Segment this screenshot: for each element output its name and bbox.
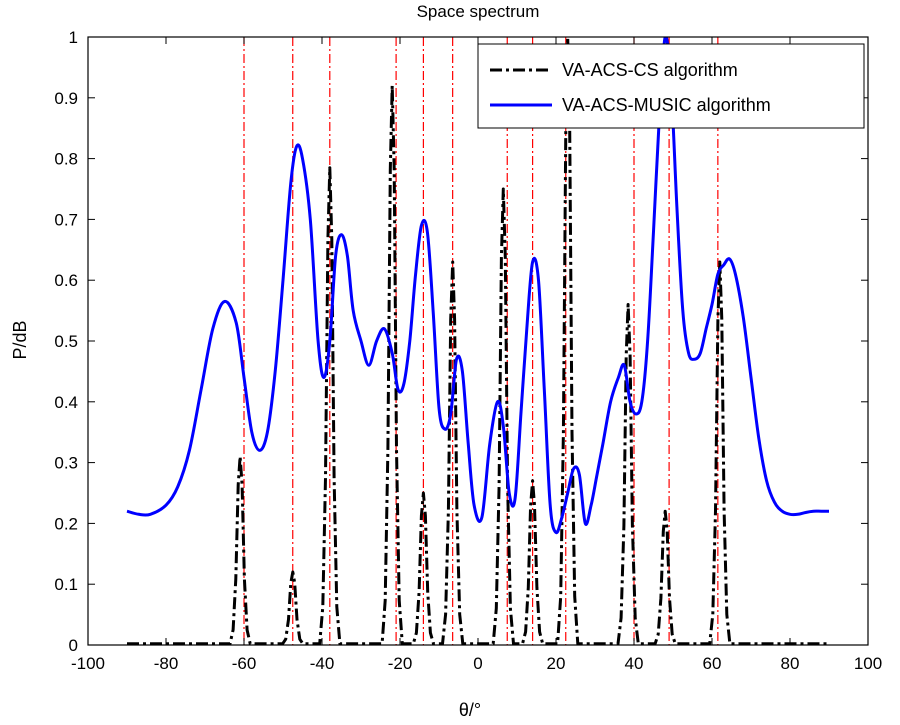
y-tick-label: 0.2: [54, 514, 78, 533]
legend: VA-ACS-CS algorithm VA-ACS-MUSIC algorith…: [477, 43, 865, 129]
y-tick-label: 0: [69, 636, 78, 655]
chart-title: Space spectrum: [417, 2, 540, 21]
x-tick-label: 100: [854, 654, 882, 673]
x-tick-label: 20: [547, 654, 566, 673]
legend-label-cs: VA-ACS-CS algorithm: [562, 60, 738, 80]
x-axis-title: θ/°: [459, 700, 481, 720]
x-tick-label: 40: [625, 654, 644, 673]
x-tick-label: -80: [154, 654, 179, 673]
x-tick-label: -60: [232, 654, 257, 673]
y-tick-label: 0.1: [54, 575, 78, 594]
y-tick-label: 0.3: [54, 454, 78, 473]
y-tick-label: 1: [69, 28, 78, 47]
y-tick-label: 0.7: [54, 210, 78, 229]
x-tick-label: 60: [703, 654, 722, 673]
legend-label-music: VA-ACS-MUSIC algorithm: [562, 95, 771, 115]
plot-area: -100 -80 -60 -40 -20 0 20 40 60 80 100 0 0.1 0.2 0.3 0.…: [54, 28, 882, 673]
y-axis-title: P/dB: [10, 320, 30, 359]
plot-background: [88, 37, 868, 645]
x-tick-label: -40: [310, 654, 335, 673]
x-tick-label: -20: [388, 654, 413, 673]
data-layer: [126, 37, 829, 645]
y-tick-label: 0.8: [54, 150, 78, 169]
y-tick-label: 0.6: [54, 271, 78, 290]
legend-box: [477, 43, 865, 129]
x-tick-label: -100: [71, 654, 105, 673]
y-tick-label: 0.4: [54, 393, 78, 412]
music-series-line: [126, 37, 829, 535]
y-tick-label: 0.9: [54, 89, 78, 108]
x-tick-label: 80: [781, 654, 800, 673]
x-tick-label: 0: [473, 654, 482, 673]
y-tick-label: 0.5: [54, 332, 78, 351]
